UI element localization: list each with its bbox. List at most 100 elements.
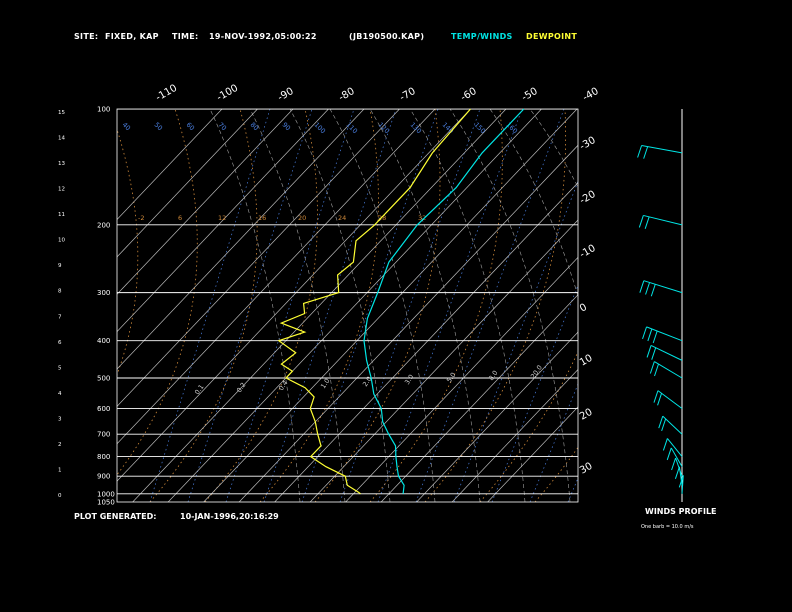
wind-barb-shaft <box>675 457 683 477</box>
isotherm-line <box>117 109 436 445</box>
height-tick-label: 5 <box>58 365 62 371</box>
dry-adiabat-line <box>314 109 441 502</box>
height-tick-label: 2 <box>58 442 62 448</box>
theta-label: 100 <box>313 121 327 135</box>
mixing-ratio-line <box>225 109 355 502</box>
isotherm-right-label: -30 <box>578 135 598 153</box>
mixing-ratio-line <box>339 109 481 502</box>
dry-adiabat-label: -2 <box>138 214 144 222</box>
height-tick-label: 6 <box>58 340 62 346</box>
dry-adiabat-label: 12 <box>218 214 226 222</box>
isotherm-line <box>132 109 507 502</box>
theta-label: 110 <box>345 121 359 135</box>
pressure-tick-label: 300 <box>97 289 110 297</box>
wind-barb-feather <box>652 330 658 344</box>
mixing-ratio-line <box>149 109 271 502</box>
wind-barb-feather <box>643 146 649 159</box>
wind-barb-feather <box>658 415 664 429</box>
isotherm-line <box>416 331 578 502</box>
dry-adiabat-line <box>259 109 379 502</box>
theta-label: 130 <box>409 121 423 135</box>
dry-adiabat-label: 16 <box>258 214 266 222</box>
pressure-tick-label: 1050 <box>97 499 115 507</box>
mixing-ratio-line <box>567 477 578 502</box>
mixing-ratio-line <box>301 109 439 502</box>
dry-adiabat-line <box>149 109 258 502</box>
theta-label: 150 <box>473 121 487 135</box>
mixing-ratio-label: 3.0 <box>403 373 415 386</box>
isotherm-line <box>117 109 365 370</box>
isotherm-line <box>117 109 471 482</box>
isotherm-line <box>274 182 578 502</box>
pressure-tick-label: 600 <box>97 405 110 413</box>
dry-adiabat-line <box>204 109 318 502</box>
wind-barb-feather <box>645 282 651 295</box>
isotherm-line <box>380 294 578 502</box>
isotherm-top-label: -40 <box>581 86 601 104</box>
wind-barb-feather <box>671 457 677 471</box>
dry-adiabat-label: 20 <box>298 214 306 222</box>
height-tick-label: 11 <box>58 212 65 218</box>
theta-label: 70 <box>217 121 229 133</box>
isotherm-right-label: -20 <box>578 189 598 207</box>
height-tick-label: 13 <box>58 161 65 167</box>
moist-adiabat-line <box>449 109 571 502</box>
pressure-tick-label: 500 <box>97 374 110 382</box>
theta-label: 140 <box>441 121 455 135</box>
isotherm-line <box>117 109 258 258</box>
isotherm-top-label: -110 <box>154 83 179 104</box>
isotherm-top-label: -70 <box>398 86 418 104</box>
moist-adiabat-line <box>529 109 578 188</box>
mixing-ratio-label: 1.0 <box>319 377 331 390</box>
wind-barb-feather <box>651 347 657 360</box>
dewpoint-legend: DEWPOINT <box>526 32 578 41</box>
plot-area <box>117 109 760 502</box>
dry-adiabat-line <box>590 109 760 502</box>
theta-label: 40 <box>121 121 133 133</box>
wind-barb-shaft <box>646 326 683 342</box>
wind-barb-feather <box>638 215 644 228</box>
pressure-tick-label: 200 <box>97 221 110 229</box>
theta-label: 60 <box>185 121 197 133</box>
plot-generated-value: 10-JAN-1996,20:16:29 <box>180 512 279 521</box>
dry-adiabat-line <box>424 109 566 502</box>
mixing-ratio-line <box>187 109 313 502</box>
site-value: FIXED, KAP <box>105 32 159 41</box>
wind-barb-feather <box>650 284 656 297</box>
wind-barb-feather <box>649 361 655 374</box>
theta-label: 90 <box>281 121 293 133</box>
height-tick-label: 12 <box>58 187 65 193</box>
isotherm-line <box>203 109 578 502</box>
wind-barb-feather <box>642 326 648 340</box>
wind-barb-shaft <box>667 438 683 457</box>
height-tick-label: 7 <box>58 314 62 320</box>
wind-barb-feather <box>646 345 652 358</box>
wind-barb-feather <box>644 216 650 229</box>
isotherm-line <box>487 406 578 502</box>
dry-adiabat-label: 32 <box>418 214 426 222</box>
temp-winds-legend: TEMP/WINDS <box>451 32 513 41</box>
wind-barb-feather <box>666 447 672 461</box>
isotherm-line <box>167 109 542 502</box>
pressure-tick-label: 800 <box>97 453 110 461</box>
mixing-ratio-line <box>263 109 397 502</box>
isotherm-right-label: 10 <box>578 353 595 369</box>
isotherm-top-label: -100 <box>215 83 240 104</box>
isotherm-top-label: -80 <box>337 86 357 104</box>
wind-barb-shaft <box>643 214 683 226</box>
isotherm-line <box>345 256 578 502</box>
wind-barb-shaft <box>678 466 683 486</box>
winds-profile-title: WINDS PROFILE <box>645 507 717 516</box>
wind-barb-shaft <box>654 361 683 379</box>
isotherm-right-label: 0 <box>578 302 589 315</box>
wind-barb-feather <box>657 393 663 406</box>
mixing-ratio-line <box>415 109 565 502</box>
moist-adiabat-line <box>489 109 578 298</box>
moist-adiabat-line <box>209 109 301 502</box>
wind-barb-feather <box>654 363 659 377</box>
wind-barb-feather <box>662 438 668 451</box>
wind-barb-feather <box>653 390 659 403</box>
time-label: TIME: <box>172 32 199 41</box>
wind-barb-shaft <box>641 145 683 154</box>
